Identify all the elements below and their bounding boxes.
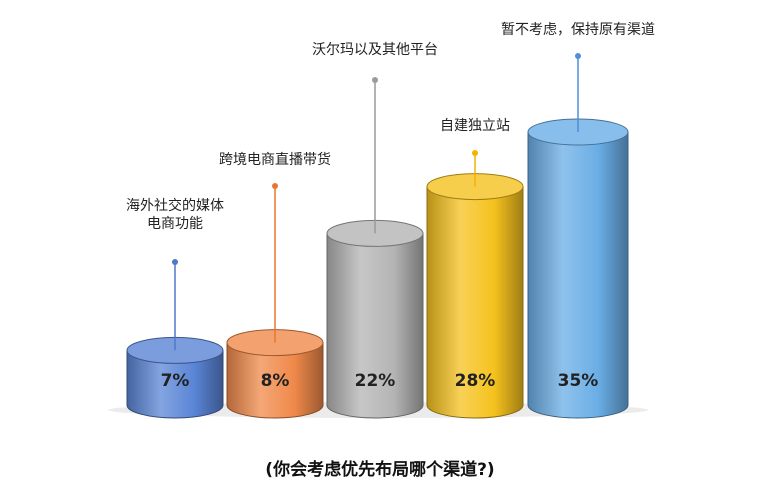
value-label-1: 7% xyxy=(161,371,190,391)
chart-caption: (你会考虑优先布局哪个渠道?) xyxy=(265,460,495,480)
value-label-3: 22% xyxy=(355,371,396,391)
category-label-1-line-2: 电商功能 xyxy=(147,216,203,232)
category-label-3: 沃尔玛以及其他平台 xyxy=(312,42,438,58)
value-label-2: 8% xyxy=(261,371,290,391)
leader-dot-3 xyxy=(372,77,378,83)
category-label-5: 暂不考虑，保持原有渠道 xyxy=(501,22,655,38)
category-label-2: 跨境电商直播带货 xyxy=(219,151,331,168)
leader-dot-5 xyxy=(575,53,581,59)
bar-1 xyxy=(126,349,224,419)
leader-dot-1 xyxy=(172,259,178,265)
category-label-4: 自建独立站 xyxy=(440,118,510,134)
value-label-5: 35% xyxy=(558,371,599,391)
value-label-4: 28% xyxy=(455,371,496,391)
bar-4 xyxy=(426,186,524,419)
bar-2 xyxy=(226,342,324,419)
bar-3 xyxy=(326,232,424,419)
bar-5 xyxy=(527,131,629,419)
category-label-1-line-1: 海外社交的媒体 xyxy=(126,197,224,214)
leader-dot-2 xyxy=(272,183,278,189)
leader-dot-4 xyxy=(472,150,478,156)
